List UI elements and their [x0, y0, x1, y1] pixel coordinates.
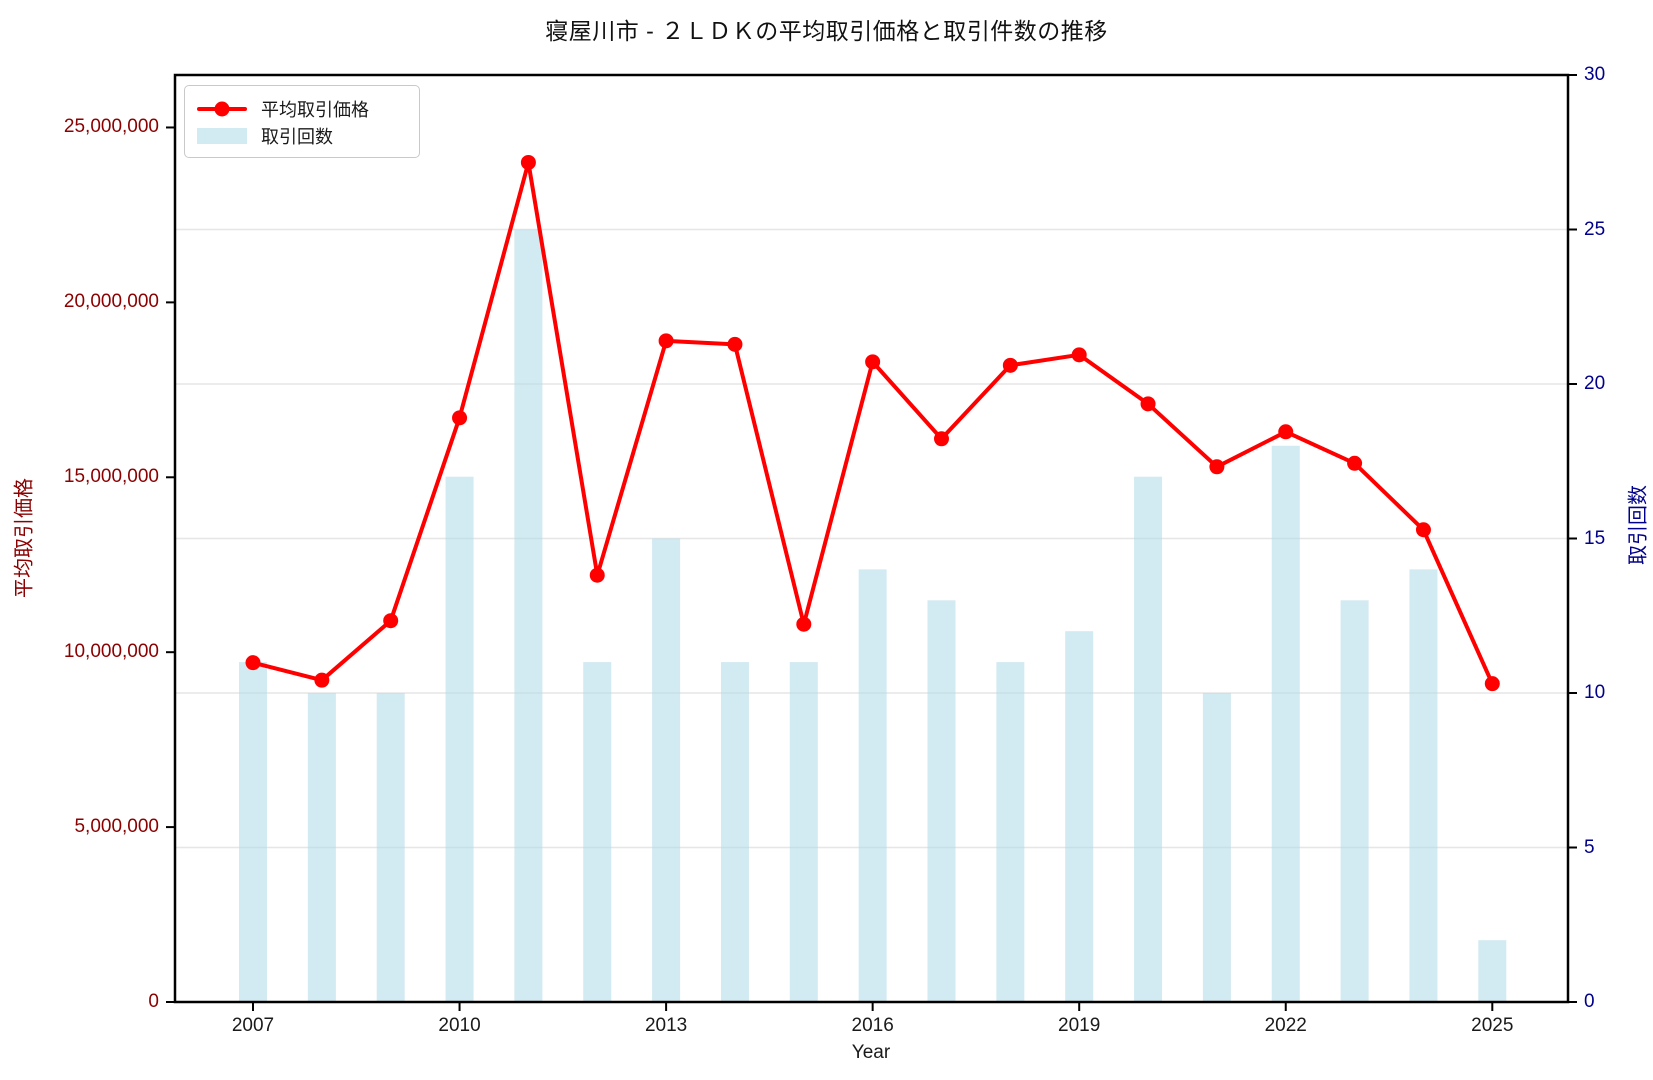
- price-marker: [727, 336, 743, 352]
- price-marker: [1140, 396, 1156, 412]
- y-right-tick-label: 5: [1584, 836, 1595, 858]
- count-bar: [445, 476, 474, 1002]
- price-marker: [314, 672, 330, 688]
- price-marker: [1278, 424, 1294, 440]
- y-right-tick-label: 30: [1584, 64, 1606, 85]
- x-tick-label: 2016: [851, 1015, 894, 1036]
- count-bar: [1134, 476, 1163, 1002]
- y-left-tick-label: 10,000,000: [63, 641, 159, 663]
- legend-bar-swatch: [197, 127, 247, 144]
- y-axis-left-label: 平均取引価格: [13, 478, 36, 598]
- legend-count-label: 取引回数: [261, 126, 333, 147]
- legend-price-label: 平均取引価格: [261, 99, 369, 120]
- legend-item-count: 取引回数: [197, 122, 407, 149]
- count-bar: [307, 693, 336, 1002]
- count-bar: [1271, 445, 1300, 1002]
- y-left-tick-label: 15,000,000: [63, 466, 159, 488]
- x-tick-label: 2019: [1058, 1015, 1101, 1036]
- x-tick-label: 2025: [1471, 1015, 1514, 1036]
- count-bar: [583, 662, 612, 1002]
- count-bar: [858, 569, 887, 1002]
- price-marker: [452, 410, 468, 426]
- count-bar: [376, 693, 405, 1002]
- legend-item-price: 平均取引価格: [197, 95, 407, 122]
- price-marker: [658, 333, 674, 349]
- price-marker: [245, 655, 261, 671]
- chart-title: 寝屋川市 - ２ＬＤＫの平均取引価格と取引件数の推移: [545, 18, 1108, 44]
- y-left-tick-label: 25,000,000: [63, 116, 159, 138]
- price-marker: [589, 567, 605, 583]
- y-axis-right-label: 取引回数: [1627, 485, 1650, 565]
- y-left-tick-label: 20,000,000: [63, 291, 159, 313]
- y-right-tick-label: 10: [1584, 682, 1606, 703]
- price-marker: [1484, 676, 1500, 692]
- x-tick-label: 2022: [1264, 1015, 1307, 1036]
- x-tick-label: 2013: [644, 1015, 688, 1036]
- x-tick-label: 2007: [231, 1015, 275, 1036]
- legend-patch-sample: [197, 127, 247, 144]
- price-marker: [865, 354, 881, 370]
- count-bar: [927, 600, 956, 1002]
- price-marker: [934, 431, 949, 447]
- x-tick-label: 2010: [438, 1015, 481, 1036]
- count-bar: [652, 538, 681, 1002]
- y-left-tick-label: 0: [148, 991, 159, 1012]
- price-marker: [1209, 459, 1225, 475]
- count-bar: [1478, 940, 1507, 1002]
- legend-line-marker-swatch: [197, 101, 247, 116]
- count-bar: [239, 662, 267, 1002]
- y-left-tick-label: 5,000,000: [74, 816, 159, 838]
- count-bar: [514, 229, 543, 1002]
- count-bar: [1065, 631, 1094, 1002]
- y-right-tick-label: 20: [1584, 373, 1606, 394]
- price-marker: [1071, 347, 1087, 363]
- count-bar: [996, 662, 1025, 1002]
- count-bar: [1409, 569, 1438, 1002]
- price-marker: [1347, 455, 1363, 471]
- y-right-tick-label: 25: [1584, 218, 1606, 240]
- price-marker: [383, 613, 399, 629]
- legend: 平均取引価格 取引回数: [184, 85, 420, 158]
- x-axis-label: Year: [851, 1042, 891, 1063]
- count-bar: [1202, 693, 1231, 1002]
- count-bar: [789, 662, 818, 1002]
- y-right-tick-label: 15: [1584, 527, 1606, 549]
- count-bar: [720, 662, 749, 1002]
- price-marker: [520, 154, 536, 170]
- legend-dot-sample: [214, 101, 230, 116]
- price-marker: [1415, 522, 1431, 538]
- count-bar: [1340, 600, 1369, 1002]
- price-marker: [796, 616, 812, 632]
- y-right-tick-label: 0: [1584, 991, 1595, 1012]
- price-marker: [1002, 357, 1018, 373]
